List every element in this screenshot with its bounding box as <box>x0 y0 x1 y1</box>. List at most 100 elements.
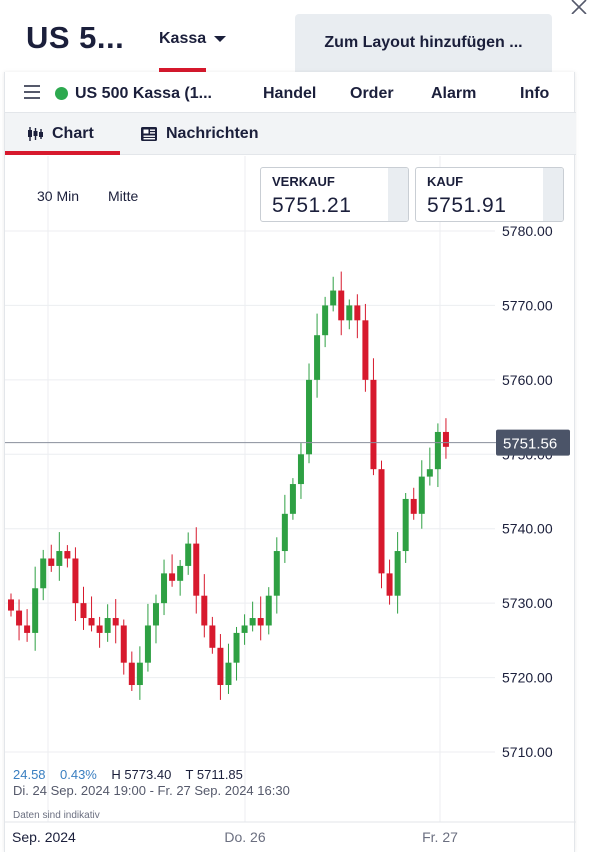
candle-body <box>201 595 208 626</box>
chevron-down-icon <box>214 36 227 42</box>
candle-body <box>88 618 95 626</box>
market-open-status-icon <box>55 87 68 100</box>
candle-body <box>378 469 385 574</box>
candle-body <box>120 625 127 663</box>
active-select-underline <box>159 68 206 72</box>
candle-body <box>346 305 353 321</box>
menu-info[interactable]: Info <box>520 85 550 102</box>
candle-body <box>40 558 47 589</box>
candle-body <box>410 498 417 514</box>
candle-body <box>169 573 176 581</box>
candle-body <box>56 551 63 566</box>
panel-header: US 500 Kassa (1... Handel Order Alarm In… <box>5 72 576 113</box>
candle-body <box>193 543 200 596</box>
y-tick-label: 5720.00 <box>502 670 553 686</box>
last-price-label: 5751.56 <box>503 436 557 453</box>
menu-order[interactable]: Order <box>350 85 394 102</box>
candle-body <box>112 618 119 626</box>
candle-body <box>209 625 216 648</box>
change-percent: 0.43% <box>60 767 97 782</box>
candlestick-icon <box>28 127 43 141</box>
y-tick-label: 5780.00 <box>502 223 553 239</box>
menu-handel[interactable]: Handel <box>263 85 317 102</box>
active-tab-indicator <box>5 151 120 155</box>
candle-body <box>96 625 103 633</box>
candle-body <box>273 551 280 596</box>
candle-body <box>265 595 272 626</box>
candle-body <box>8 599 14 611</box>
candle-body <box>402 498 409 552</box>
instrument-type-select[interactable]: Kassa <box>159 30 227 72</box>
buy-quote-button[interactable]: KAUF 5751.91 <box>415 167 564 222</box>
candle-body <box>64 551 71 559</box>
add-to-layout-button[interactable]: Zum Layout hinzufügen ... <box>295 14 552 72</box>
candle-body <box>249 618 256 626</box>
candle-body <box>306 379 313 455</box>
tab-nachrichten[interactable]: Nachrichten <box>140 113 258 155</box>
instrument-panel: US 500 Kassa (1... Handel Order Alarm In… <box>4 72 576 852</box>
close-icon[interactable] <box>570 0 588 14</box>
chart-area[interactable]: 5780.005770.005760.005750.005740.005730.… <box>5 156 576 852</box>
candle-body <box>136 662 143 686</box>
y-tick-label: 5740.00 <box>502 521 553 537</box>
y-tick-label: 5760.00 <box>502 372 553 388</box>
candle-body <box>16 610 23 626</box>
candle-body <box>48 558 55 566</box>
candle-body <box>338 290 345 321</box>
candle-body <box>233 632 240 663</box>
candle-body <box>370 379 377 470</box>
low-value: T 5711.85 <box>185 767 243 782</box>
candle-body <box>80 603 87 619</box>
last-price-tag <box>496 429 570 456</box>
candle-body <box>257 618 264 626</box>
x-tick-label: Fr. 27 <box>422 829 458 845</box>
sell-quote-button[interactable]: VERKAUF 5751.21 <box>260 167 409 222</box>
candle-body <box>314 335 321 380</box>
sell-price: 5751.21 <box>272 194 352 217</box>
interval-select[interactable]: 30 Min <box>37 188 80 204</box>
menu-alarm[interactable]: Alarm <box>431 85 477 102</box>
candle-body <box>330 290 337 306</box>
candle-body <box>394 551 401 596</box>
panel-instrument-name[interactable]: US 500 Kassa (1... <box>75 85 212 102</box>
y-tick-label: 5770.00 <box>502 297 553 313</box>
buy-label: KAUF <box>427 174 464 189</box>
sell-quote-strip <box>388 168 408 221</box>
sell-label: VERKAUF <box>272 174 335 189</box>
x-tick-label: Sep. 2024 <box>12 829 76 845</box>
candle-body <box>442 431 449 447</box>
panel-tabs: Chart Nachrichten <box>5 113 576 155</box>
candle-body <box>72 558 79 604</box>
chart-date-range: Di. 24 Sep. 2024 19:00 - Fr. 27 Sep. 202… <box>13 783 290 798</box>
hamburger-menu-icon[interactable] <box>24 85 40 99</box>
candle-body <box>297 454 304 485</box>
candle-body <box>354 305 361 321</box>
price-chart[interactable]: 5780.005770.005760.005750.005740.005730.… <box>5 156 576 852</box>
candle-body <box>225 662 232 686</box>
buy-price: 5751.91 <box>427 194 507 217</box>
candle-body <box>418 476 425 514</box>
candle-body <box>185 543 192 566</box>
candle-body <box>217 647 224 686</box>
candle-body <box>426 469 433 477</box>
x-tick-label: Do. 26 <box>224 829 265 845</box>
price-type-select[interactable]: Mitte <box>108 188 139 204</box>
tab-chart-label: Chart <box>52 125 94 142</box>
y-tick-label: 5730.00 <box>502 595 553 611</box>
candle-body <box>128 662 135 686</box>
candle-body <box>104 618 111 633</box>
high-value: H 5773.40 <box>111 767 172 782</box>
candle-body <box>434 431 441 470</box>
candle-body <box>144 625 151 663</box>
candle-body <box>386 573 393 596</box>
y-tick-label: 5710.00 <box>502 744 553 760</box>
tab-nachrichten-label: Nachrichten <box>166 125 259 142</box>
instrument-title: US 5... <box>26 20 125 55</box>
candle-body <box>177 565 184 581</box>
candle-body <box>322 305 329 336</box>
chart-stats-row: 24.58 0.43% H 5773.40 T 5711.85 <box>13 767 243 782</box>
tab-chart[interactable]: Chart <box>27 113 94 155</box>
newspaper-icon <box>141 127 157 141</box>
candle-body <box>24 625 31 633</box>
candle-body <box>161 573 168 604</box>
